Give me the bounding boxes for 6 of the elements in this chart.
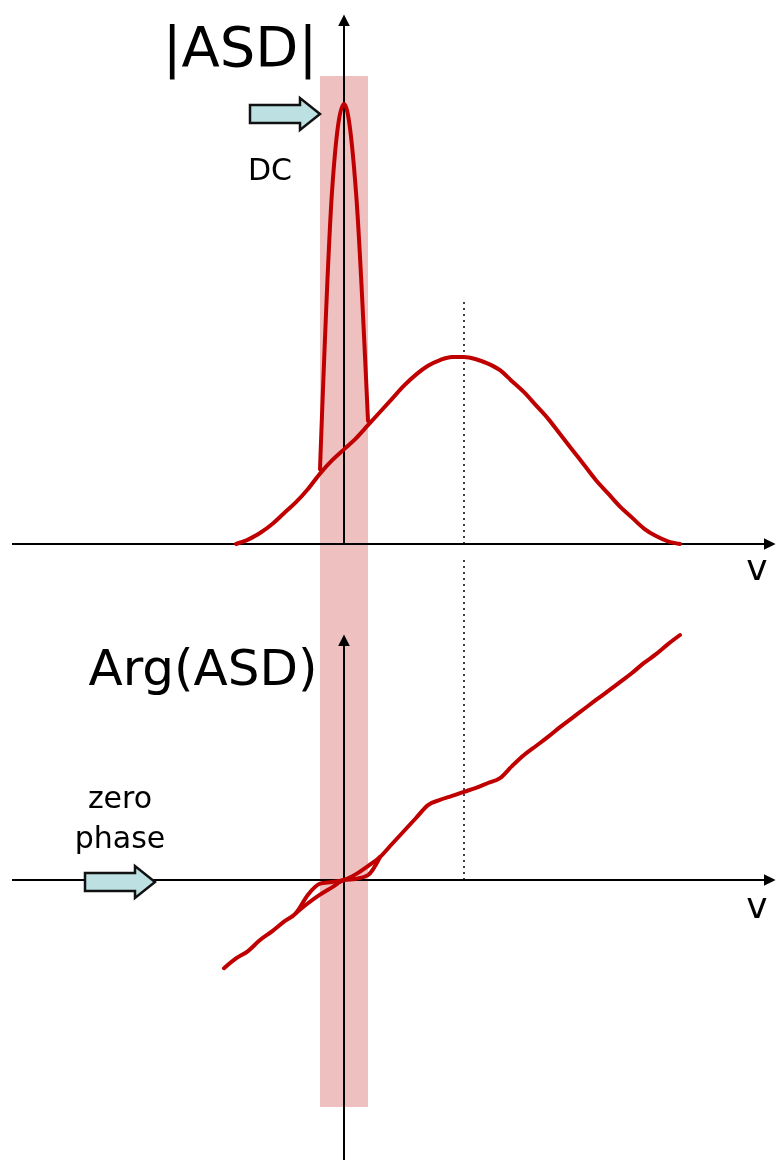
y-axis-title: |ASD| xyxy=(162,14,318,80)
y-axis-title: Arg(ASD) xyxy=(88,639,318,697)
x-axis-title: v xyxy=(746,885,768,926)
x-axis-title: v xyxy=(746,547,768,588)
text: zero phase xyxy=(74,780,166,855)
annotation: DC xyxy=(247,152,293,187)
